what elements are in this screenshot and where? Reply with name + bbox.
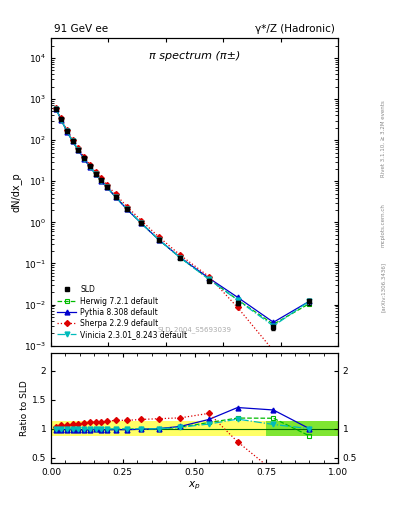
Y-axis label: Ratio to SLD: Ratio to SLD bbox=[20, 380, 29, 436]
Text: γ*/Z (Hadronic): γ*/Z (Hadronic) bbox=[255, 24, 335, 34]
Text: SLD_2004_S5693039: SLD_2004_S5693039 bbox=[158, 327, 231, 333]
Text: mcplots.cern.ch: mcplots.cern.ch bbox=[381, 203, 386, 247]
Text: π spectrum (π±): π spectrum (π±) bbox=[149, 51, 240, 61]
Text: 91 GeV ee: 91 GeV ee bbox=[54, 24, 108, 34]
Bar bbox=[51, 421, 338, 436]
Text: [arXiv:1306.3436]: [arXiv:1306.3436] bbox=[381, 262, 386, 312]
X-axis label: $x_p$: $x_p$ bbox=[188, 480, 201, 493]
Y-axis label: dN/dx_p: dN/dx_p bbox=[10, 172, 21, 212]
Legend: SLD, Herwig 7.2.1 default, Pythia 8.308 default, Sherpa 2.2.9 default, Vinicia 2: SLD, Herwig 7.2.1 default, Pythia 8.308 … bbox=[55, 283, 189, 342]
Bar bbox=[266, 421, 338, 436]
Text: Rivet 3.1.10, ≥ 3.2M events: Rivet 3.1.10, ≥ 3.2M events bbox=[381, 100, 386, 177]
